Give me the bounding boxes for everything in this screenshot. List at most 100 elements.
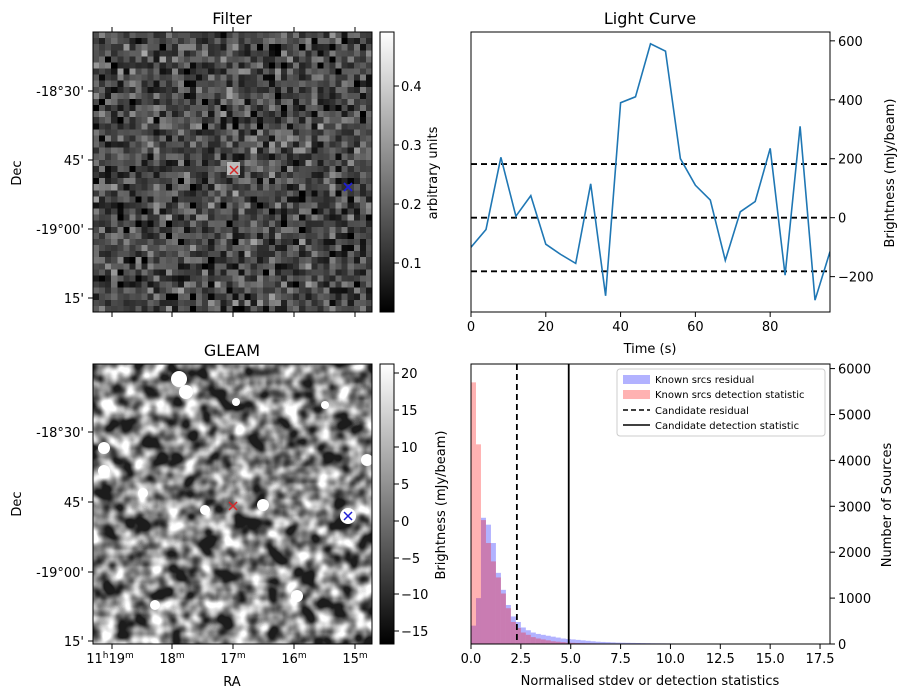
lightcurve-panel: Light Curve 0 20 40 60 80 600 400 200 0 −200 Time…: [467, 9, 898, 357]
lightcurve-ytick-label: 0: [838, 212, 846, 227]
residual-bar: [560, 638, 566, 644]
histogram-ylabel: Number of Sources: [880, 443, 895, 568]
histogram-xtick-label: 7.5: [610, 652, 631, 667]
detection-bar: [550, 641, 556, 644]
legend-swatch-detection: [623, 390, 650, 399]
lightcurve-xlabel: Time (s): [623, 342, 677, 357]
gleam-ytick-label: 15': [64, 635, 84, 650]
histogram-xtick-label: 10.0: [656, 652, 685, 667]
gleam-colorbar-label: Brightness (mJy/beam): [434, 431, 449, 580]
histogram-panel: 0.0 2.5 5.0 7.5 10.0 12.5 15.0 17.5 6000 5000 4000…: [461, 363, 895, 689]
filter-y-axis: -18°30' 45' -19°00' 15' Dec: [10, 85, 93, 307]
histogram-legend: Known srcs residual Known srcs detection…: [616, 368, 826, 437]
residual-bar: [590, 641, 596, 644]
residual-bar: [505, 604, 511, 644]
residual-bar: [545, 635, 551, 644]
gleam-x-axis: 11h19m 18m 17m 16m 15m RA: [86, 644, 368, 690]
histogram-ytick-label: 6000: [838, 363, 871, 378]
histogram-ytick-label: 5000: [838, 408, 871, 423]
residual-bar: [600, 641, 606, 644]
filter-ylabel: Dec: [10, 160, 25, 185]
gleam-colorbar-tick: 0: [401, 515, 409, 530]
histogram-xtick-label: 15.0: [756, 652, 785, 667]
detection-bar: [510, 621, 516, 644]
lightcurve-title: Light Curve: [604, 9, 696, 28]
residual-bar: [525, 630, 531, 644]
residual-bar: [620, 642, 626, 644]
detection-bar: [560, 642, 566, 644]
residual-bar: [635, 642, 641, 644]
lightcurve-series-line: [471, 42, 830, 301]
lightcurve-xtick-label: 40: [612, 320, 629, 335]
detection-bar: [555, 641, 561, 644]
lightcurve-ytick-label: 200: [838, 153, 863, 168]
lightcurve-xtick-label: 20: [538, 320, 555, 335]
lightcurve-ytick-label: 400: [838, 94, 863, 109]
filter-colorbar-label: arbitrary units: [426, 126, 441, 219]
histogram-ytick-label: 4000: [838, 454, 871, 469]
legend-label: Candidate detection statistic: [655, 421, 799, 432]
residual-bar: [605, 642, 611, 644]
residual-bar: [471, 625, 476, 644]
gleam-ytick-label: 45': [64, 496, 84, 511]
residual-bar: [515, 621, 521, 644]
legend-label: Known srcs residual: [655, 375, 754, 386]
gleam-y-axis: -18°30' 45' -19°00' 15' Dec: [10, 426, 93, 650]
histogram-ytick-label: 1000: [838, 592, 871, 607]
detection-bar: [540, 639, 546, 644]
histogram-ytick-label: 0: [838, 638, 846, 653]
lightcurve-frame: [470, 31, 831, 313]
filter-title: Filter: [212, 9, 252, 28]
residual-bar: [630, 642, 636, 644]
residual-bar: [480, 517, 486, 644]
histogram-axes: 0.0 2.5 5.0 7.5 10.0 12.5 15.0 17.5 6000 5000 4000…: [461, 363, 871, 667]
residual-bar: [575, 639, 581, 644]
filter-image: [93, 32, 373, 313]
detection-bar: [530, 637, 536, 644]
histogram-ytick-label: 2000: [838, 546, 871, 561]
gleam-ytick-label: -18°30': [36, 426, 84, 441]
gleam-known-source-marker: [340, 508, 356, 524]
detection-bar: [525, 634, 531, 644]
gleam-colorbar-tick: 20: [401, 367, 418, 382]
lightcurve-ytick-label: −200: [838, 271, 874, 286]
lightcurve-ylabel: Brightness (mJy/beam): [883, 99, 898, 248]
histogram-ytick-label: 3000: [838, 500, 871, 515]
lightcurve-xtick-label: 0: [467, 320, 475, 335]
filter-panel: Filter -18°30' 45' -19°00' 15' Dec: [10, 9, 441, 317]
residual-bar: [585, 640, 591, 644]
residual-bar: [485, 524, 491, 644]
residual-bar: [555, 637, 561, 644]
filter-colorbar-tick: 0.2: [401, 198, 422, 213]
filter-colorbar-tick: 0.3: [401, 139, 422, 154]
lightcurve-axes: 0 20 40 60 80 600 400 200 0 −200: [467, 35, 874, 335]
gleam-panel: GLEAM -18°30' 45' -19°00: [10, 341, 449, 690]
lightcurve-plot-area: [471, 42, 830, 301]
detection-bar: [535, 638, 541, 644]
histogram-xtick-label: 12.5: [706, 652, 735, 667]
residual-bar: [550, 636, 556, 644]
residual-bar: [475, 598, 481, 644]
residual-bar: [625, 642, 631, 644]
detection-bar: [570, 642, 576, 644]
detection-bar: [495, 577, 501, 644]
residual-bar: [490, 543, 496, 644]
gleam-ytick-label: -19°00': [36, 566, 84, 581]
gleam-colorbar-tick: −15: [401, 625, 428, 640]
residual-bar: [580, 640, 586, 644]
residual-bar: [500, 589, 506, 644]
filter-ytick-label: 45': [64, 154, 84, 169]
detection-bar: [485, 543, 491, 644]
filter-known-source-marker: [343, 182, 353, 192]
detection-bar: [475, 444, 481, 644]
gleam-candidate-marker: [228, 501, 238, 511]
residual-bar: [520, 627, 526, 644]
legend-label: Candidate residual: [655, 406, 749, 417]
gleam-title: GLEAM: [204, 341, 260, 360]
residual-bar: [510, 616, 516, 644]
detection-bar: [490, 561, 496, 644]
gleam-xlabel: RA: [223, 675, 241, 690]
gleam-colorbar-tick: −10: [401, 588, 428, 603]
filter-candidate-marker: [229, 165, 239, 175]
